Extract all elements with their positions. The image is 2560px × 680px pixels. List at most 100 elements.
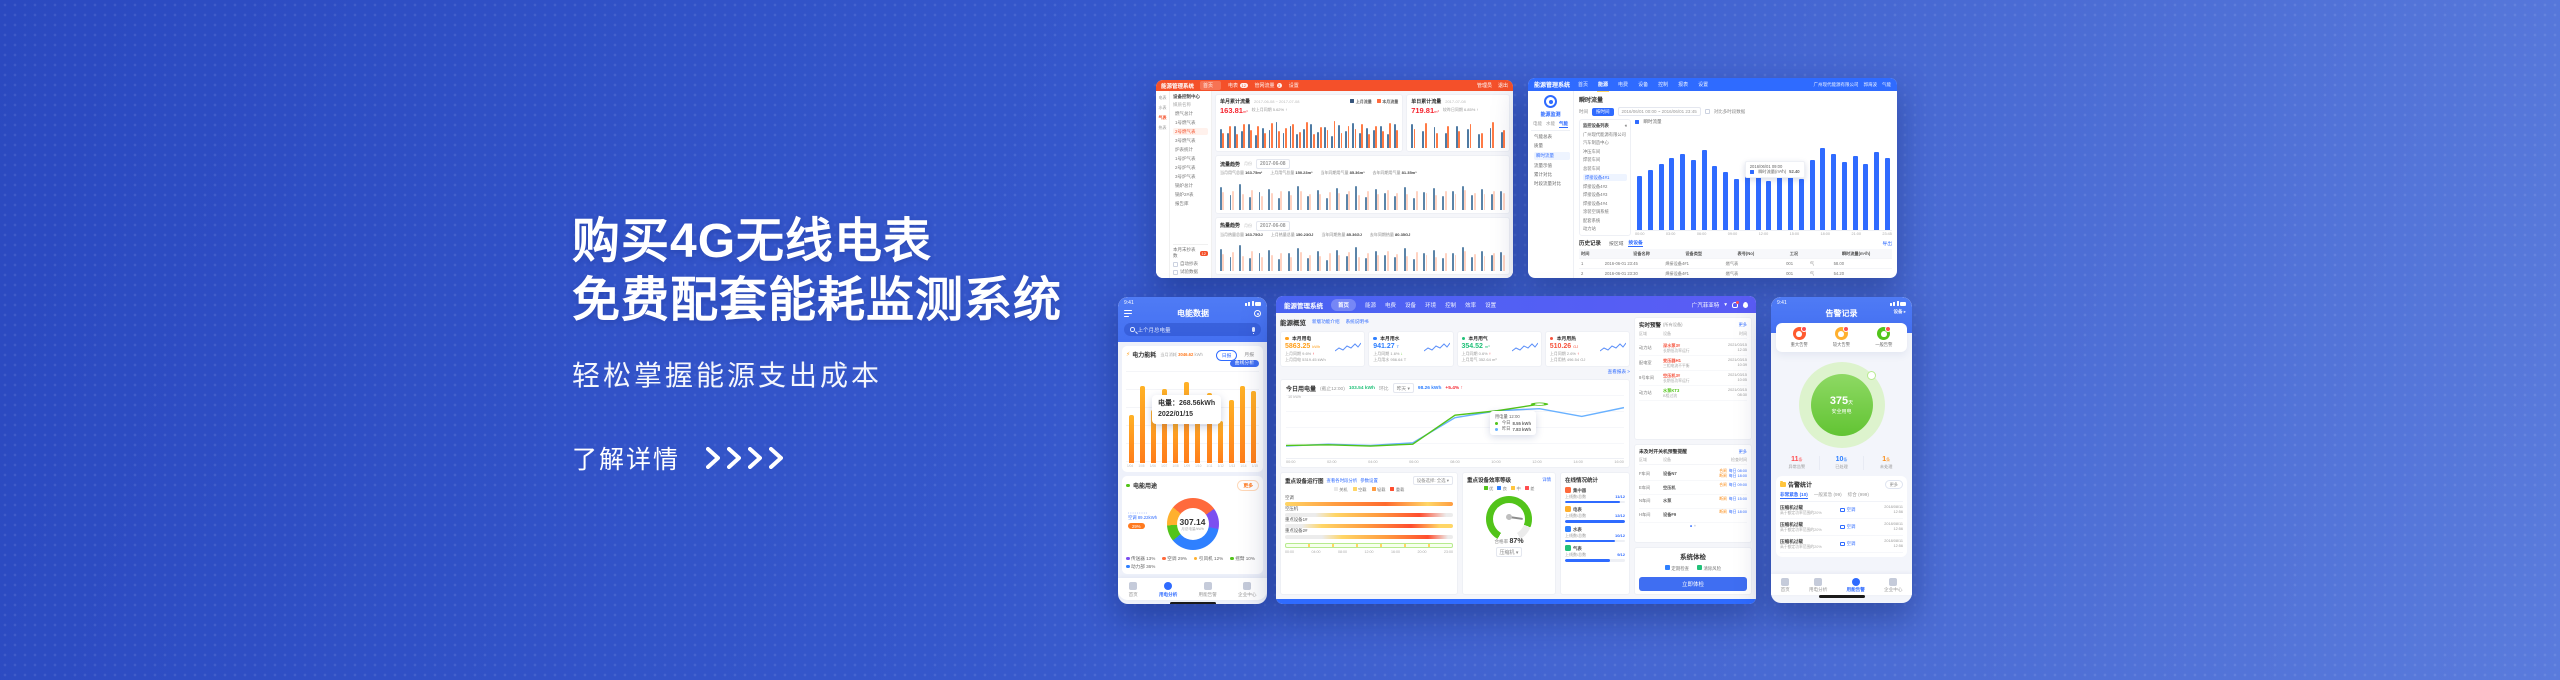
dash-b-tree-item[interactable]: 时段流量对比 bbox=[1534, 181, 1561, 186]
settings-gear-icon[interactable] bbox=[1254, 310, 1261, 317]
dash-b-nav-item[interactable]: 电费 bbox=[1618, 81, 1629, 88]
eff-device-select[interactable]: 压缩机 ▾ bbox=[1495, 547, 1523, 557]
view-report-link[interactable]: 查看报表 > bbox=[1607, 369, 1630, 374]
tab-home[interactable]: 首页 bbox=[1781, 577, 1790, 594]
dash-b-history-tab-device[interactable]: 按设备 bbox=[1628, 241, 1643, 247]
dash-c-nav-item[interactable]: 电费 bbox=[1385, 302, 1397, 309]
tab-alerts[interactable]: 用能告警 bbox=[1198, 582, 1217, 598]
device-link[interactable]: 设备 ▸ bbox=[1893, 309, 1906, 314]
dash-b-energy-tab[interactable]: 电能 bbox=[1533, 121, 1542, 126]
dash-b-energy-tab[interactable]: 气能 bbox=[1559, 121, 1568, 128]
tab-enterprise[interactable]: 企业中心 bbox=[1238, 582, 1256, 598]
alert-record-row[interactable]: 压缩机过载 高于额定功率范围的20% 空调 2018/08/11 12:56 bbox=[1780, 502, 1903, 519]
dash-b-device-item[interactable]: 焊接设备4#3 bbox=[1583, 192, 1608, 197]
dash-b-nav-item[interactable]: 设置 bbox=[1698, 81, 1709, 88]
dash-b-company[interactable]: 广州现代能源有限公司 bbox=[1813, 81, 1859, 87]
check-now-button[interactable]: 立即体检 bbox=[1639, 577, 1747, 591]
dash-a-checkbox-2[interactable] bbox=[1173, 269, 1178, 275]
alert-type[interactable]: 较大告警 bbox=[1820, 326, 1862, 348]
dash-a-tree-item[interactable]: 2号燃气表 bbox=[1173, 128, 1208, 135]
dash-a-tree-item[interactable]: 1号燃气表 bbox=[1175, 119, 1196, 125]
dash-b-history-tab-area[interactable]: 按区域 bbox=[1609, 241, 1624, 247]
alert-type[interactable]: 重大告警 bbox=[1778, 326, 1820, 348]
dash-b-nav-item[interactable]: 控制 bbox=[1658, 81, 1669, 88]
dash-c-nav-item[interactable]: 首页 bbox=[1331, 298, 1357, 311]
run-link-analysis[interactable]: 查看各时段分析 bbox=[1326, 477, 1358, 483]
dash-a-tree-item[interactable]: 报告库 bbox=[1175, 200, 1189, 206]
curve-analysis-button[interactable]: 曲线分析 bbox=[1229, 360, 1259, 367]
dash-b-device-item[interactable]: 焊装车间 bbox=[1583, 157, 1601, 162]
overview-link-1[interactable]: 新版功能介绍 bbox=[1312, 319, 1340, 324]
dash-a-nav-item[interactable]: 设置 bbox=[1288, 83, 1299, 89]
alert-record-row[interactable]: 压缩机过载 高于额定功率范围的20% 空调 2018/08/11 12:56 bbox=[1780, 519, 1903, 536]
dash-a-nav-item[interactable]: 电表 12 bbox=[1228, 83, 1248, 89]
collapse-icon[interactable]: « bbox=[1624, 123, 1627, 128]
dash-a-checkbox-1[interactable] bbox=[1173, 261, 1178, 267]
dash-b-tree-item[interactable]: 流量示值 bbox=[1534, 163, 1552, 168]
dash-a-card4-date-picker[interactable]: 2017-06-08 bbox=[1256, 220, 1290, 231]
stat-more-button[interactable]: 更多 bbox=[1884, 480, 1903, 489]
dash-b-nav-item[interactable]: 报表 bbox=[1678, 81, 1689, 88]
dash-b-tree-item[interactable]: 瞬时流量 bbox=[1534, 152, 1570, 160]
dash-a-tree-item[interactable]: 2号炉气表 bbox=[1175, 164, 1196, 170]
alert-tab[interactable]: 非常紧急 (10) bbox=[1780, 492, 1808, 499]
dash-b-nav-item[interactable]: 设备 bbox=[1638, 81, 1649, 88]
dash-a-rail-item[interactable]: 水表 bbox=[1158, 105, 1167, 110]
dash-b-nav-item[interactable]: 首页 bbox=[1578, 81, 1589, 88]
overview-link-2[interactable]: 系统说明书 bbox=[1345, 319, 1369, 324]
dash-b-device-item[interactable]: 汽车制造中心 bbox=[1583, 140, 1609, 145]
dash-a-nav-item[interactable]: 首页 bbox=[1200, 81, 1222, 90]
dash-c-company-select[interactable]: 广汽菲亚特 bbox=[1691, 302, 1720, 309]
search-input[interactable]: 上个月总电量 bbox=[1124, 323, 1261, 336]
daily-report-button[interactable]: 日报 bbox=[1215, 350, 1238, 361]
dash-a-tree-item[interactable]: 炉表统计 bbox=[1175, 146, 1193, 152]
usage-more-button[interactable]: 更多 bbox=[1237, 480, 1259, 491]
dash-a-user[interactable]: 管理员 bbox=[1476, 83, 1492, 89]
alert-tab[interactable]: 综合 (999) bbox=[1847, 492, 1869, 497]
alert-record-row[interactable]: 压缩机过载 高于额定功率范围的20% 空调 2018/08/11 12:56 bbox=[1780, 536, 1903, 553]
dash-b-user[interactable]: 郭海波 bbox=[1863, 81, 1878, 87]
tab-enterprise[interactable]: 企业中心 bbox=[1884, 577, 1902, 594]
run-link-params[interactable]: 参数设置 bbox=[1360, 477, 1378, 483]
dash-a-card3-date-picker[interactable]: 2017-06-08 bbox=[1256, 159, 1290, 169]
dash-a-tree-item[interactable]: 燃气总计 bbox=[1175, 110, 1193, 116]
dash-b-tree-item[interactable]: 气能总表 bbox=[1534, 134, 1552, 139]
dash-b-device-item[interactable]: 动力站 bbox=[1583, 226, 1596, 231]
cta-link[interactable]: 了解详情 bbox=[572, 440, 1062, 476]
dash-a-tree-item[interactable]: 3号燃气表 bbox=[1175, 137, 1196, 143]
dash-b-tree-item[interactable]: 质量 bbox=[1534, 143, 1543, 148]
dash-b-device-item[interactable]: 冲压车间 bbox=[1583, 148, 1601, 154]
dash-a-tree-item[interactable]: 锅炉2#表 bbox=[1175, 191, 1194, 197]
dash-b-date-range[interactable]: 2016/06/01 00:00 ~ 2016/06/01 23:45 bbox=[1617, 107, 1701, 116]
alerts-more-link[interactable]: 更多 bbox=[1738, 322, 1747, 327]
dash-a-tree-item[interactable]: 1号炉气表 bbox=[1175, 155, 1196, 161]
dash-b-export-link[interactable]: 导出 bbox=[1882, 241, 1892, 247]
cta-label[interactable]: 了解详情 bbox=[572, 446, 681, 474]
tab-alerts[interactable]: 用能告警 bbox=[1846, 577, 1865, 594]
dash-b-device-item[interactable]: 涂装空调系统 bbox=[1583, 209, 1609, 214]
alert-type[interactable]: 一般告警 bbox=[1863, 326, 1905, 348]
mic-icon[interactable] bbox=[1251, 327, 1255, 334]
dash-b-compare-checkbox[interactable] bbox=[1704, 109, 1710, 114]
dash-b-device-item[interactable]: 总装车间 bbox=[1583, 165, 1601, 171]
dash-b-filter-button[interactable]: 按时间 bbox=[1592, 107, 1614, 116]
dash-c-nav-item[interactable]: 控制 bbox=[1445, 302, 1457, 309]
dash-c-nav-item[interactable]: 能源 bbox=[1365, 302, 1377, 309]
switch-alerts-more-link[interactable]: 更多 bbox=[1738, 448, 1747, 454]
dash-b-nav-item[interactable]: 能源 bbox=[1597, 78, 1610, 92]
dash-b-mode[interactable]: 气能 bbox=[1882, 81, 1891, 87]
dash-b-device-item[interactable]: 焊接设备4#4 bbox=[1583, 200, 1608, 206]
water-drop-icon[interactable] bbox=[1743, 301, 1748, 308]
dash-a-logout[interactable]: 退出 bbox=[1497, 83, 1508, 89]
dash-c-nav-item[interactable]: 效率 bbox=[1465, 302, 1477, 309]
dash-b-energy-tab[interactable]: 水能 bbox=[1546, 121, 1555, 126]
alert-tab[interactable]: 一般紧急 (99) bbox=[1813, 492, 1842, 497]
eff-detail-link[interactable]: 详情 bbox=[1542, 477, 1551, 482]
dash-b-tree-item[interactable]: 累计对比 bbox=[1534, 172, 1552, 177]
dash-b-device-item[interactable]: 广州现代能源有限公司 bbox=[1583, 131, 1626, 137]
tab-analysis[interactable]: 用电分析 bbox=[1159, 582, 1177, 598]
dash-a-rail-item[interactable]: 气表 bbox=[1158, 115, 1167, 120]
dash-a-nav-item[interactable]: 管网流量 3 bbox=[1254, 83, 1282, 89]
dash-c-nav-item[interactable]: 设备 bbox=[1405, 302, 1417, 309]
pagination-dots[interactable]: • • bbox=[1690, 523, 1696, 530]
